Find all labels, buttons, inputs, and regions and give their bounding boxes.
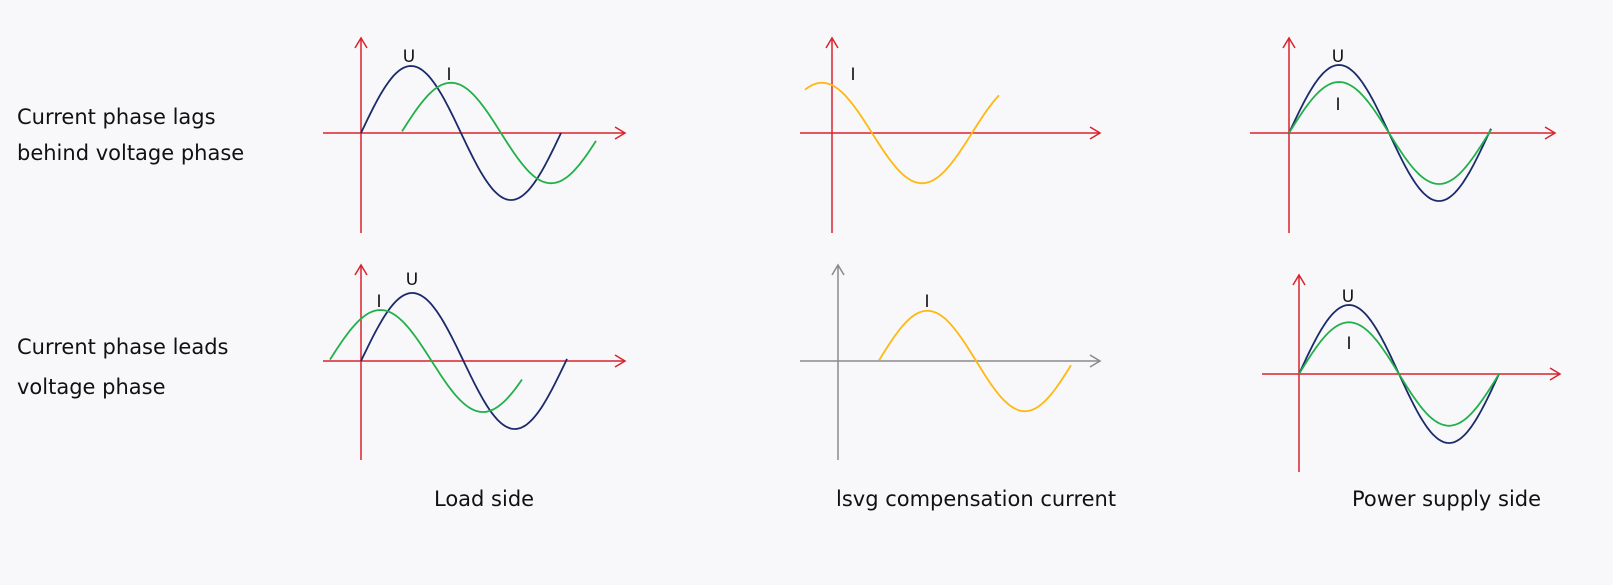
current-wave	[401, 81, 597, 185]
row-label-lead: Current phase leads voltage phase	[17, 329, 229, 405]
y-axis-arrow-icon	[831, 263, 845, 276]
row-label-line: Current phase leads	[17, 335, 229, 359]
wave-label-i: I	[850, 65, 855, 85]
y-axis-arrow-icon	[354, 263, 368, 276]
panel-lag-svg: I	[800, 36, 1102, 233]
x-axis-arrow-icon	[614, 126, 627, 140]
row-label-line: voltage phase	[17, 375, 166, 399]
voltage-wave	[360, 65, 562, 201]
current-wave	[1288, 81, 1492, 185]
current-wave	[329, 309, 523, 413]
current-wave	[804, 81, 1000, 185]
wave-label-u: U	[403, 47, 415, 67]
current-wave	[878, 309, 1072, 413]
wave-label-u: U	[1342, 287, 1354, 307]
y-axis-arrow-icon	[1292, 273, 1306, 286]
current-wave	[1298, 321, 1500, 427]
row-label-line: behind voltage phase	[17, 141, 245, 165]
wave-label-i: I	[924, 292, 929, 312]
column-label-svg-current: lsvg compensation current	[836, 487, 1117, 511]
wave-label-i: I	[446, 65, 451, 85]
wave-label-i: I	[1346, 334, 1351, 354]
x-axis-arrow-icon	[614, 354, 627, 368]
wave-label-u: U	[406, 270, 418, 290]
voltage-wave	[360, 292, 568, 430]
y-axis-arrow-icon	[354, 36, 368, 49]
x-axis-arrow-icon	[1089, 126, 1102, 140]
panel-lag-supply: UI	[1250, 36, 1557, 233]
x-axis-arrow-icon	[1089, 354, 1102, 368]
panel-lead-svg: I	[800, 263, 1102, 460]
panel-lead-supply: UI	[1262, 273, 1562, 472]
panel-lag-load: UI	[323, 36, 627, 233]
x-axis-arrow-icon	[1544, 126, 1557, 140]
wave-label-u: U	[1332, 47, 1344, 67]
y-axis-arrow-icon	[825, 36, 839, 49]
column-label-power-supply-side: Power supply side	[1352, 487, 1542, 511]
row-label-lag: Current phase lags behind voltage phase	[17, 99, 244, 171]
column-label-load-side: Load side	[434, 487, 535, 511]
y-axis-arrow-icon	[1282, 36, 1296, 49]
panel-lead-load: UI	[323, 263, 627, 460]
wave-label-i: I	[376, 292, 381, 312]
row-label-line: Current phase lags	[17, 105, 216, 129]
x-axis-arrow-icon	[1549, 367, 1562, 381]
wave-label-i: I	[1335, 95, 1340, 115]
